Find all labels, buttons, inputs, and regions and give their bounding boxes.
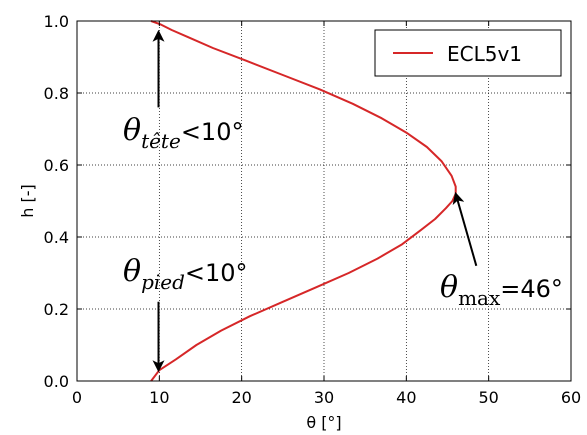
grid-lines	[77, 21, 571, 381]
y-axis-ticks: 0.0 0.2 0.4 0.6 0.8 1.0	[44, 12, 571, 391]
y-axis-label: h [-]	[18, 184, 37, 217]
x-tick-label: 60	[561, 388, 581, 407]
y-tick-label: 0.2	[44, 300, 69, 319]
x-axis-ticks: 0 10 20 30 40 50 60	[72, 21, 581, 407]
x-tick-label: 20	[231, 388, 251, 407]
x-tick-label: 40	[396, 388, 416, 407]
legend: ECL5v1	[374, 29, 562, 77]
x-tick-label: 0	[72, 388, 82, 407]
y-tick-label: 0.6	[44, 156, 69, 175]
annotation-label: θmax=46°	[440, 270, 563, 310]
annotations: θtête<10° θpied<10° θmax=46°	[123, 29, 563, 373]
annotation-label: θtête<10°	[123, 113, 243, 153]
y-tick-label: 1.0	[44, 12, 69, 31]
x-tick-label: 50	[478, 388, 498, 407]
legend-entry: ECL5v1	[447, 42, 522, 66]
x-axis-label: θ [°]	[306, 413, 341, 432]
x-tick-label: 10	[149, 388, 169, 407]
y-tick-label: 0.8	[44, 84, 69, 103]
y-tick-label: 0.0	[44, 372, 69, 391]
annotation-arrow	[452, 191, 478, 267]
x-tick-label: 30	[314, 388, 334, 407]
annotation-label: θpied<10°	[123, 254, 248, 294]
y-tick-label: 0.4	[44, 228, 69, 247]
